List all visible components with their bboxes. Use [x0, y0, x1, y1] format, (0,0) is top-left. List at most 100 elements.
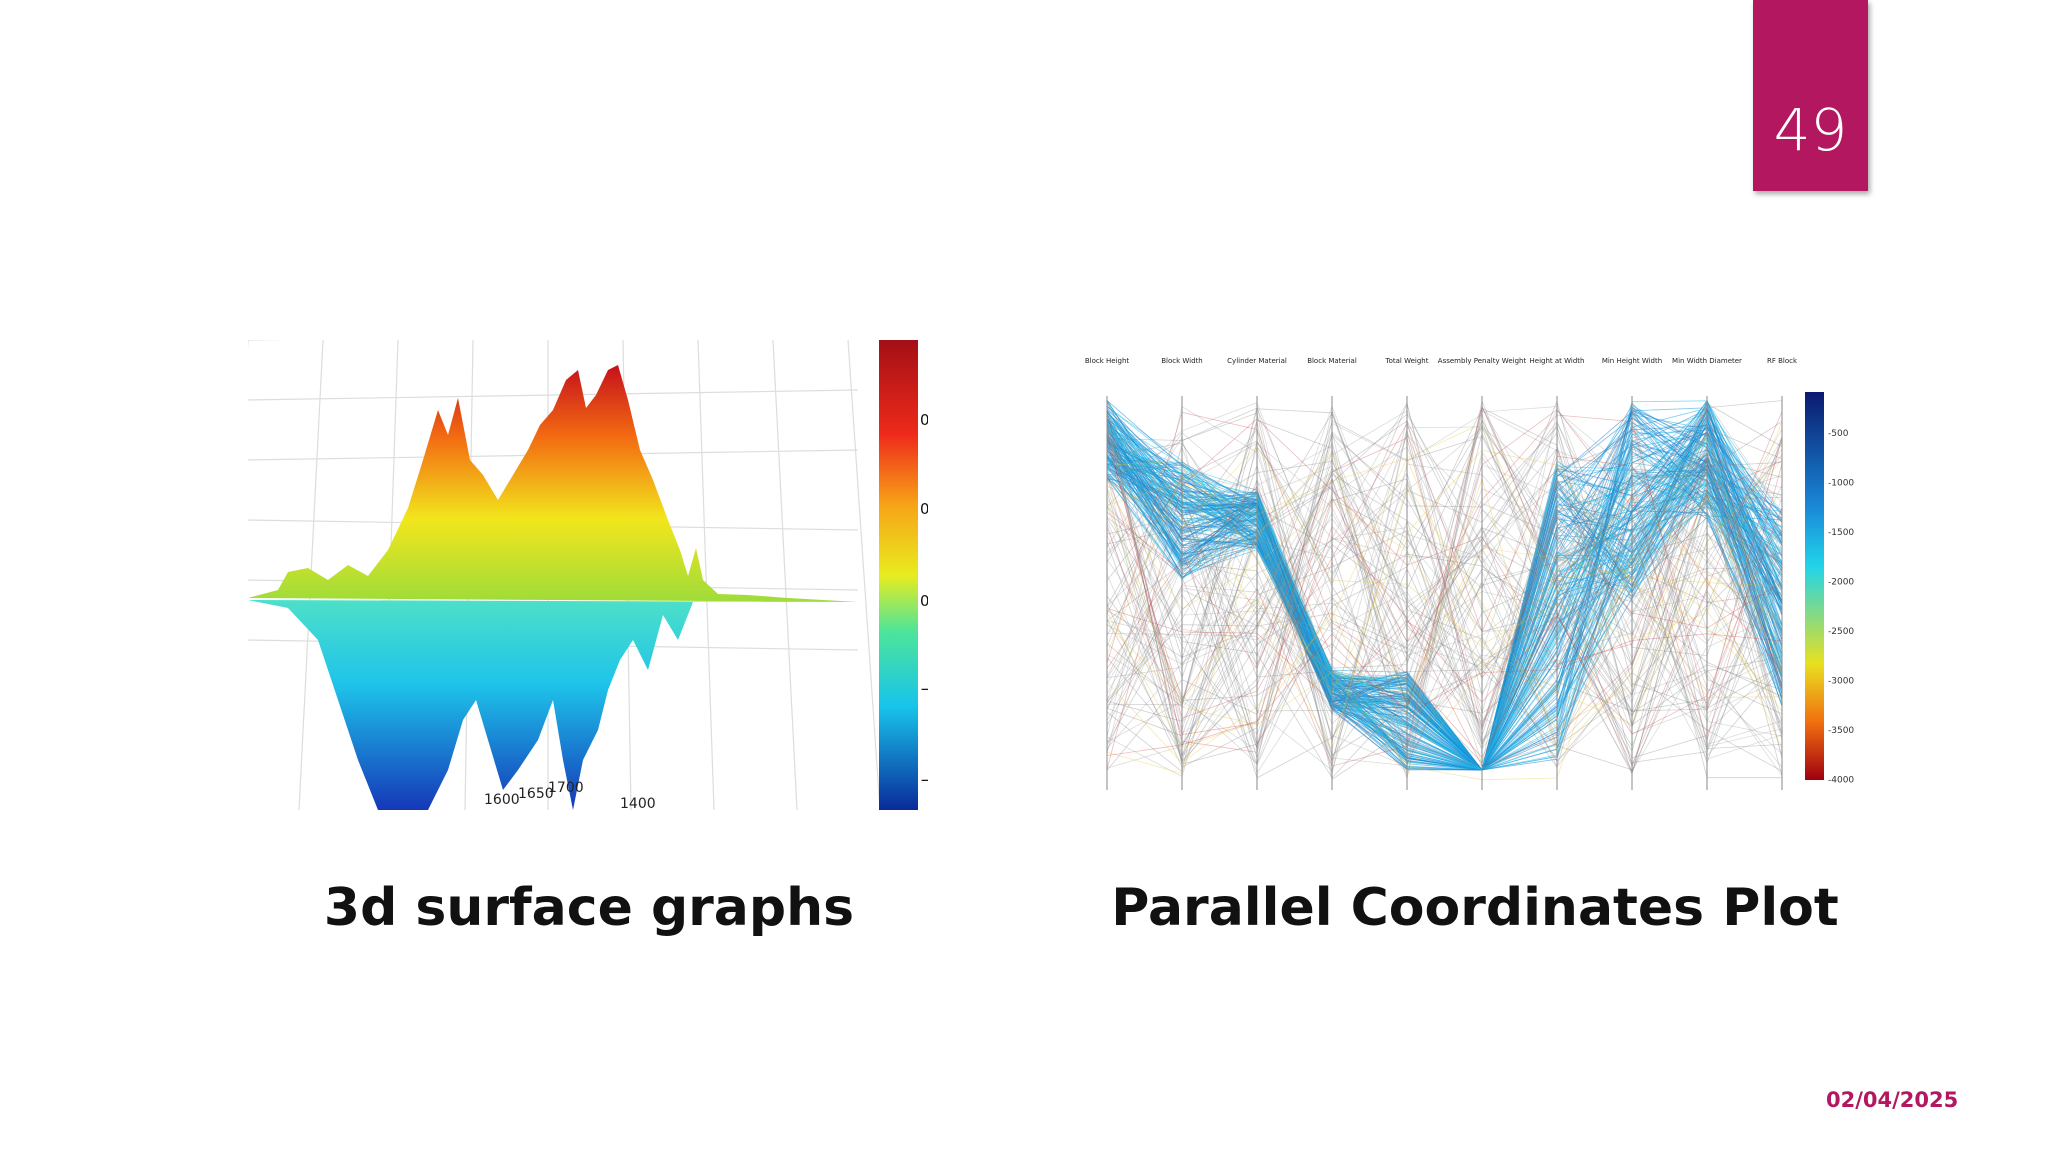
- data-line: [1106, 454, 1783, 779]
- data-line: [1106, 402, 1783, 779]
- data-line: [1106, 413, 1783, 748]
- data-line: [1106, 479, 1783, 741]
- data-line: [1106, 439, 1783, 751]
- colorbar-label: -3500: [1828, 726, 1854, 736]
- data-line: [1106, 420, 1783, 712]
- data-line: [1106, 440, 1783, 757]
- axis-name: Height at Width: [1530, 357, 1585, 365]
- data-line: [1106, 512, 1783, 771]
- data-line: [1106, 423, 1783, 771]
- data-line: [1106, 413, 1783, 766]
- data-line: [1106, 426, 1783, 767]
- data-line: [1106, 421, 1783, 780]
- data-line: [1106, 405, 1783, 763]
- data-line: [1106, 432, 1783, 776]
- data-line: [1106, 442, 1783, 767]
- data-line: [1106, 422, 1783, 622]
- data-line: [1106, 421, 1783, 747]
- data-line: [1106, 432, 1783, 771]
- data-line: [1106, 489, 1783, 758]
- data-line: [1106, 413, 1783, 771]
- data-line: [1106, 445, 1783, 690]
- data-line: [1106, 418, 1783, 684]
- data-line: [1106, 417, 1783, 771]
- axis-label: 1600: [484, 792, 520, 808]
- data-line: [1106, 458, 1783, 771]
- data-line: [1106, 433, 1783, 768]
- parallel-coordinates-image: Block Height Block Width Cylinder Material…: [1085, 357, 1854, 790]
- data-line: [1106, 443, 1783, 756]
- data-line: [1106, 418, 1783, 769]
- grid-line: [847, 340, 881, 811]
- data-line: [1106, 424, 1783, 688]
- data-line: [1106, 633, 1783, 756]
- data-line: [1106, 402, 1783, 773]
- data-line: [1106, 429, 1783, 750]
- data-line: [1106, 421, 1783, 771]
- data-line: [1106, 446, 1783, 774]
- data-line: [1106, 428, 1783, 771]
- colorbar: [879, 340, 918, 810]
- data-line: [1106, 446, 1783, 771]
- data-line: [1106, 426, 1783, 750]
- data-line: [1106, 407, 1783, 746]
- grid-line: [772, 340, 798, 811]
- data-line: [1106, 507, 1783, 735]
- data-line: [1106, 406, 1783, 717]
- surface-bottom: [248, 600, 858, 810]
- data-line: [1106, 442, 1783, 754]
- data-line: [1106, 412, 1783, 777]
- data-line: [1106, 414, 1783, 736]
- data-line: [1106, 422, 1783, 719]
- data-line: [1106, 425, 1783, 771]
- data-line: [1106, 406, 1783, 767]
- data-line: [1106, 410, 1783, 684]
- data-line: [1106, 401, 1783, 724]
- data-line: [1106, 441, 1783, 771]
- data-line: [1106, 433, 1783, 760]
- data-line: [1106, 449, 1783, 702]
- date: 02/04/2025: [1826, 1088, 1959, 1112]
- data-line: [1106, 472, 1783, 732]
- data-line: [1106, 400, 1783, 723]
- data-line: [1106, 459, 1783, 725]
- data-line: [1106, 403, 1783, 748]
- data-line: [1106, 427, 1783, 771]
- colorbar-label: -1500: [1828, 528, 1854, 538]
- colorbar-label: 0: [920, 592, 928, 610]
- data-line: [1106, 427, 1783, 763]
- data-line: [1106, 408, 1783, 771]
- data-line: [1106, 417, 1783, 771]
- colorbar-label: −0.002: [920, 771, 928, 789]
- axis-name: Block Width: [1161, 357, 1203, 365]
- data-line: [1106, 421, 1783, 764]
- data-line: [1106, 414, 1783, 771]
- data-line: [1106, 407, 1783, 775]
- data-line: [1106, 403, 1783, 758]
- data-line: [1106, 405, 1783, 771]
- data-line: [1106, 496, 1783, 747]
- colorbar-label: -500: [1828, 429, 1849, 439]
- data-line: [1106, 410, 1783, 764]
- data-line: [1106, 437, 1783, 771]
- colorbar-label: -2500: [1828, 627, 1854, 637]
- colorbar-label: -4000: [1828, 776, 1854, 786]
- axis-label: 1650: [518, 786, 554, 802]
- data-line: [1106, 440, 1783, 738]
- data-line: [1106, 421, 1783, 765]
- data-line: [1106, 434, 1783, 755]
- data-line: [1106, 517, 1783, 766]
- data-line: [1106, 424, 1783, 729]
- data-line: [1106, 500, 1783, 726]
- data-line: [1106, 410, 1783, 771]
- grid-line: [697, 340, 715, 811]
- data-line: [1106, 461, 1783, 665]
- data-line: [1106, 420, 1783, 750]
- axis-label: 1700: [548, 780, 584, 796]
- data-line: [1106, 431, 1783, 758]
- colorbar-label: -1000: [1828, 479, 1854, 489]
- data-line: [1106, 534, 1783, 746]
- data-line: [1106, 463, 1783, 765]
- slide-number: 49: [1773, 96, 1848, 164]
- data-line: [1106, 409, 1783, 710]
